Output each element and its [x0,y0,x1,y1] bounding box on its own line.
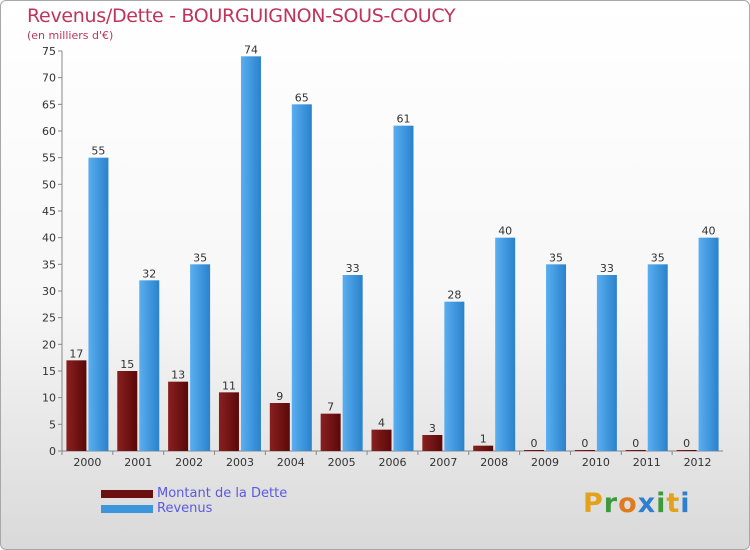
x-tick-label: 2010 [582,456,610,469]
bar-dette [625,450,646,451]
bar-revenus [546,264,567,451]
bar-dette [320,413,341,451]
data-label-dette: 13 [171,369,185,382]
data-label-revenus: 35 [651,251,665,264]
bar-dette [66,360,87,451]
bar-revenus [698,237,719,451]
logo-letter: i [680,488,691,519]
logo-letter: x [637,488,657,519]
x-tick-label: 2000 [73,456,101,469]
y-tick-label: 35 [42,258,56,271]
y-tick-label: 10 [42,392,56,405]
x-tick-label: 2002 [175,456,203,469]
bar-dette [218,392,239,451]
bar-dette [473,445,494,451]
bar-revenus [139,280,160,451]
bar-revenus [444,301,465,451]
logo-letter: r [603,488,619,519]
x-tick-label: 2007 [429,456,457,469]
data-label-dette: 7 [327,401,334,414]
y-tick-label: 45 [42,205,56,218]
data-label-dette: 11 [222,379,236,392]
bar-dette [524,450,545,451]
y-tick-label: 55 [42,152,56,165]
data-label-dette: 0 [683,437,690,450]
y-tick-label: 60 [42,125,56,138]
bar-revenus [88,157,109,451]
data-label-dette: 1 [480,433,487,446]
legend-swatch-dette [101,490,153,498]
bar-dette [117,371,138,451]
y-tick-label: 30 [42,285,56,298]
data-label-dette: 0 [632,437,639,450]
y-tick-label: 25 [42,312,56,325]
bar-revenus [240,56,261,451]
y-tick-label: 40 [42,232,56,245]
data-label-dette: 17 [69,347,83,360]
x-tick-label: 2009 [531,456,559,469]
x-tick-label: 2004 [277,456,305,469]
x-tick-label: 2008 [480,456,508,469]
data-label-revenus: 40 [702,225,716,238]
data-label-revenus: 32 [142,267,156,280]
bar-revenus [393,125,414,452]
bar-revenus [596,275,617,451]
x-tick-label: 2003 [226,456,254,469]
bar-revenus [190,264,211,451]
data-label-revenus: 65 [295,91,309,104]
x-tick-label: 2001 [124,456,152,469]
data-label-dette: 0 [531,437,538,450]
data-label-dette: 9 [276,390,283,403]
data-label-dette: 15 [120,358,134,371]
data-label-revenus: 35 [549,251,563,264]
logo-letter: i [656,488,667,519]
y-tick-label: 0 [49,445,56,458]
data-label-revenus: 28 [447,289,461,302]
chart-subtitle: (en milliers d'€) [27,29,114,42]
x-tick-label: 2005 [328,456,356,469]
proxiti-logo: Proxiti [583,488,691,519]
y-tick-label: 75 [42,45,56,58]
data-label-dette: 0 [581,437,588,450]
y-tick-label: 50 [42,178,56,191]
data-label-revenus: 35 [193,251,207,264]
x-tick-label: 2006 [379,456,407,469]
legend-label-revenus: Revenus [157,501,213,516]
bar-dette [269,403,290,451]
bar-dette [371,429,392,451]
logo-letter: t [666,488,681,519]
data-label-dette: 3 [429,422,436,435]
bar-revenus [342,275,363,451]
legend-swatch-revenus [101,505,153,513]
y-tick-label: 5 [49,418,56,431]
bar-dette [574,450,595,451]
bar-dette [168,381,189,451]
legend-label-dette: Montant de la Dette [157,486,288,501]
chart-title: Revenus/Dette - BOURGUIGNON-SOUS-COUCY [27,5,456,27]
data-label-revenus: 33 [346,262,360,275]
bar-revenus [495,237,516,451]
data-label-revenus: 74 [244,43,258,56]
x-tick-label: 2012 [684,456,712,469]
x-tick-label: 2011 [633,456,661,469]
logo-letter: o [618,488,638,519]
y-tick-label: 20 [42,338,56,351]
data-label-revenus: 55 [91,145,105,158]
bar-revenus [291,104,312,451]
y-tick-label: 15 [42,365,56,378]
data-label-revenus: 61 [397,113,411,126]
data-label-revenus: 33 [600,262,614,275]
bar-revenus [647,264,668,451]
data-label-dette: 4 [378,417,385,430]
data-label-revenus: 40 [498,225,512,238]
bar-dette [676,450,697,451]
logo-letter: P [583,488,604,519]
y-tick-label: 70 [42,72,56,85]
y-tick-label: 65 [42,98,56,111]
bar-dette [422,435,443,451]
